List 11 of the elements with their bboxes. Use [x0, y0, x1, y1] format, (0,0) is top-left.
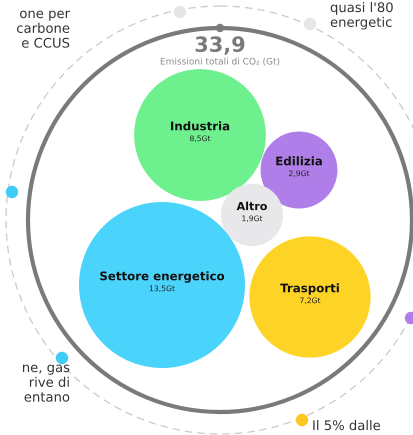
category-label: Industria — [171, 121, 230, 130]
text: ne, gas rive di entano — [22, 364, 70, 402]
category-label: Altro — [236, 202, 267, 210]
category-label: Trasporti — [280, 283, 339, 295]
text: Emissioni totali di CO₂ (Gt) — [160, 58, 280, 66]
text: one per carbone e CCUS — [17, 10, 70, 48]
text: quasi l'80 energetic — [330, 2, 393, 30]
text: Il 5% dalle — [313, 420, 380, 430]
category-label: Edilizia — [276, 156, 322, 166]
text: 33,9 — [196, 36, 244, 55]
category-label: Settore energetico — [100, 271, 224, 283]
